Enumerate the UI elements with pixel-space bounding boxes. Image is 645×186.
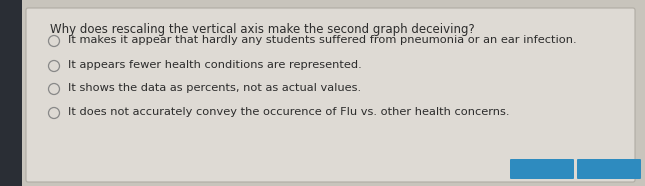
Text: Why does rescaling the vertical axis make the second graph deceiving?: Why does rescaling the vertical axis mak… xyxy=(50,23,475,36)
FancyBboxPatch shape xyxy=(577,159,641,179)
Text: It shows the data as percents, not as actual values.: It shows the data as percents, not as ac… xyxy=(68,83,361,93)
Text: It does not accurately convey the occurence of Flu vs. other health concerns.: It does not accurately convey the occure… xyxy=(68,107,510,117)
FancyBboxPatch shape xyxy=(26,8,635,182)
FancyBboxPatch shape xyxy=(510,159,574,179)
Bar xyxy=(0,0,22,186)
Text: It appears fewer health conditions are represented.: It appears fewer health conditions are r… xyxy=(68,60,362,70)
Text: It makes it appear that hardly any students suffered from pneumonia or an ear in: It makes it appear that hardly any stude… xyxy=(68,35,577,45)
